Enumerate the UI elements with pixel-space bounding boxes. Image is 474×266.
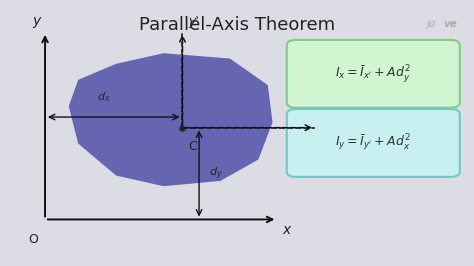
Text: $I_y = \bar{I}_{y^{\prime}} + Ad_x^2$: $I_y = \bar{I}_{y^{\prime}} + Ad_x^2$: [335, 133, 411, 153]
Text: jo: jo: [427, 19, 436, 29]
Polygon shape: [69, 53, 273, 186]
Text: x': x': [320, 119, 331, 131]
Text: $I_x = \bar{I}_{x^{\prime}} + Ad_y^2$: $I_x = \bar{I}_{x^{\prime}} + Ad_y^2$: [335, 63, 411, 85]
FancyBboxPatch shape: [287, 109, 460, 177]
FancyBboxPatch shape: [287, 40, 460, 108]
Text: $d_x$: $d_x$: [98, 90, 111, 104]
Text: y': y': [188, 15, 199, 28]
Text: ve: ve: [443, 19, 457, 29]
Text: x: x: [282, 223, 290, 237]
Text: y: y: [32, 14, 41, 28]
Text: O: O: [28, 233, 38, 246]
Text: Parallel-Axis Theorem: Parallel-Axis Theorem: [139, 16, 335, 34]
Text: C: C: [188, 140, 197, 153]
Text: $d_y$: $d_y$: [209, 165, 222, 182]
